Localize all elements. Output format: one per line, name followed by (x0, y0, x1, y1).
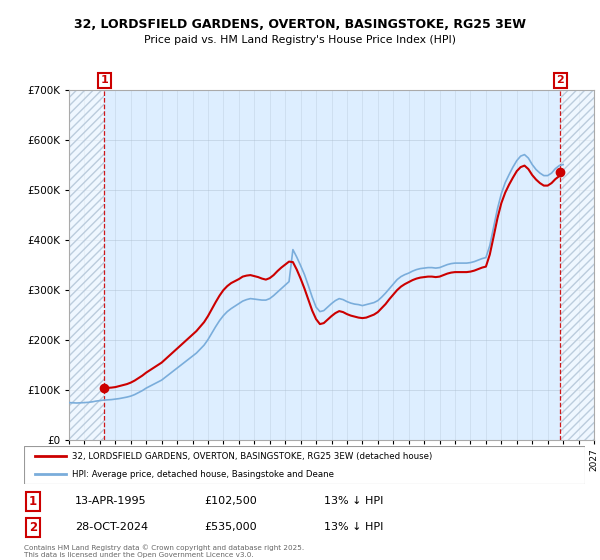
Text: 1: 1 (29, 495, 37, 508)
Text: 13% ↓ HPI: 13% ↓ HPI (324, 522, 383, 532)
Text: 32, LORDSFIELD GARDENS, OVERTON, BASINGSTOKE, RG25 3EW: 32, LORDSFIELD GARDENS, OVERTON, BASINGS… (74, 18, 526, 31)
Bar (560, 90, 594, 440)
Text: 13-APR-1995: 13-APR-1995 (75, 496, 146, 506)
Text: 2: 2 (557, 76, 565, 86)
Text: 13% ↓ HPI: 13% ↓ HPI (324, 496, 383, 506)
Text: 32, LORDSFIELD GARDENS, OVERTON, BASINGSTOKE, RG25 3EW (detached house): 32, LORDSFIELD GARDENS, OVERTON, BASINGS… (71, 452, 432, 461)
Text: HPI: Average price, detached house, Basingstoke and Deane: HPI: Average price, detached house, Basi… (71, 470, 334, 479)
Text: £535,000: £535,000 (204, 522, 257, 532)
FancyBboxPatch shape (24, 446, 585, 484)
Text: 28-OCT-2024: 28-OCT-2024 (75, 522, 148, 532)
Bar (69, 90, 104, 440)
Text: £102,500: £102,500 (204, 496, 257, 506)
Text: 1: 1 (100, 76, 108, 86)
Text: Price paid vs. HM Land Registry's House Price Index (HPI): Price paid vs. HM Land Registry's House … (144, 35, 456, 45)
Bar (69, 90, 104, 440)
Bar (560, 90, 594, 440)
Text: Contains HM Land Registry data © Crown copyright and database right 2025.
This d: Contains HM Land Registry data © Crown c… (24, 545, 304, 558)
Text: 2: 2 (29, 521, 37, 534)
